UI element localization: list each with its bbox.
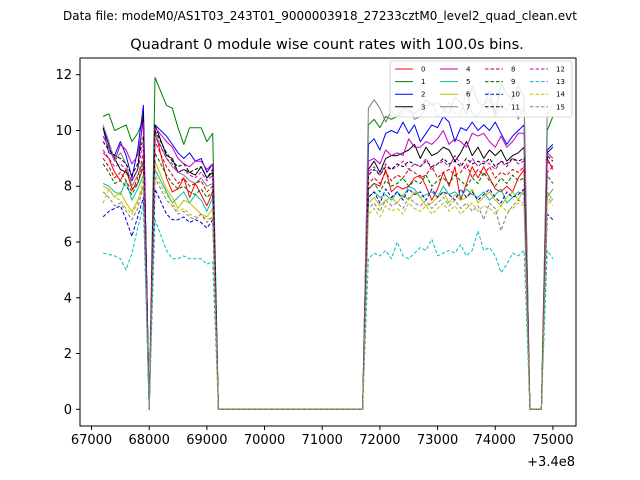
x-tick-label: 71000 (302, 433, 343, 448)
y-tick-label: 2 (64, 347, 72, 362)
legend-label-10: 10 (511, 91, 520, 99)
legend-label-5: 5 (466, 78, 470, 86)
legend-label-8: 8 (511, 66, 515, 74)
y-tick-label: 8 (64, 180, 72, 195)
legend-label-15: 15 (556, 103, 565, 111)
x-offset-label: +3.4e8 (527, 455, 575, 470)
legend-label-6: 6 (466, 91, 471, 99)
legend-label-9: 9 (511, 78, 515, 86)
plot-area (80, 58, 576, 426)
x-tick-label: 68000 (129, 433, 170, 448)
axis-ticks: 67000 68000 69000 70000 71000 72000 73000 74000… (55, 68, 573, 448)
x-tick-label: 73000 (417, 433, 458, 448)
suptitle: Data file: modeM0/AS1T03_243T01_90000039… (63, 9, 577, 23)
y-tick-label: 12 (55, 68, 72, 83)
legend-label-4: 4 (466, 66, 471, 74)
series-line-12 (102, 135, 554, 410)
legend-label-12: 12 (556, 66, 565, 74)
legend-label-13: 13 (556, 78, 565, 86)
legend-label-0: 0 (421, 66, 425, 74)
legend-label-1: 1 (421, 78, 425, 86)
legend-label-7: 7 (466, 103, 470, 111)
legend-label-14: 14 (556, 91, 565, 99)
plot-border (79, 57, 577, 427)
x-tick-label: 74000 (475, 433, 516, 448)
y-tick-label: 6 (64, 236, 72, 251)
y-tick-label: 10 (55, 124, 72, 139)
x-tick-label: 72000 (359, 433, 400, 448)
legend-label-2: 2 (421, 91, 425, 99)
chart-title: Quadrant 0 module wise count rates with … (130, 37, 524, 53)
x-tick-label: 67000 (71, 433, 112, 448)
series-line-15 (102, 177, 554, 410)
legend-label-3: 3 (421, 103, 425, 111)
legend-label-11: 11 (511, 103, 520, 111)
y-tick-label: 0 (64, 403, 72, 418)
legend-box (389, 60, 573, 118)
x-tick-label: 69000 (186, 433, 227, 448)
y-tick-label: 4 (64, 291, 72, 306)
x-tick-label: 70000 (244, 433, 285, 448)
x-tick-label: 75000 (532, 433, 573, 448)
